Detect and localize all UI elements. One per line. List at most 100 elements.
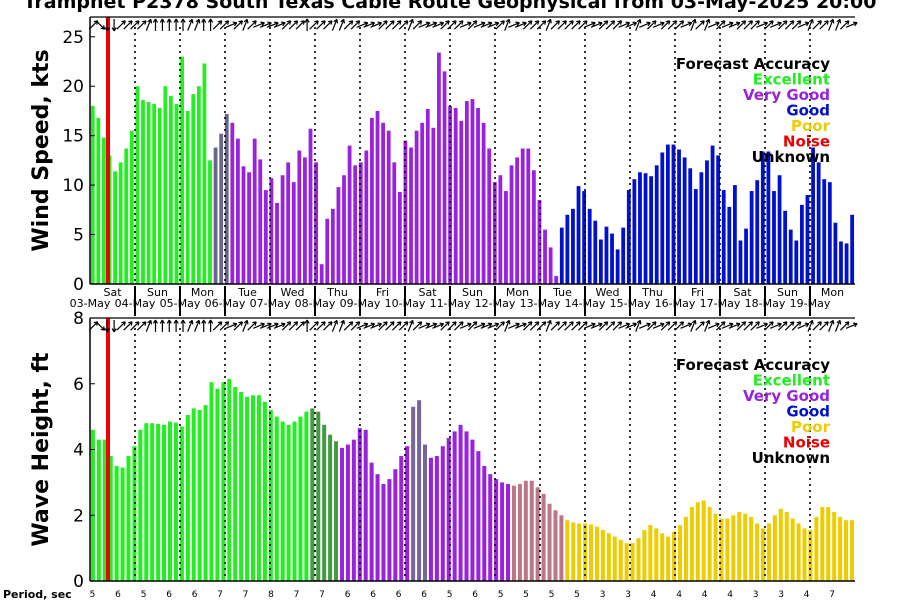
period-value: 3	[753, 590, 759, 600]
direction-arrow	[750, 321, 760, 331]
direction-arrow-head	[808, 319, 814, 325]
bar	[766, 151, 771, 284]
period-value: 4	[804, 590, 810, 600]
bar	[606, 533, 611, 581]
bar	[286, 162, 291, 284]
bar	[138, 429, 143, 581]
direction-arrow-head	[687, 21, 693, 27]
direction-arrow	[504, 19, 510, 31]
bar	[370, 117, 374, 285]
bar	[548, 247, 553, 284]
bar	[582, 191, 587, 284]
direction-arrow-head	[741, 20, 747, 25]
bar	[749, 191, 754, 284]
bar	[431, 127, 436, 284]
direction-arrow	[281, 321, 292, 331]
direction-arrow-head	[646, 21, 651, 27]
direction-arrow-head	[817, 20, 822, 25]
day-name: Thu	[326, 286, 348, 299]
bar	[251, 395, 256, 581]
bar	[342, 175, 346, 284]
bar	[363, 429, 368, 581]
direction-arrow-head	[188, 18, 194, 24]
direction-arrow-head	[432, 322, 438, 328]
bar	[571, 522, 576, 581]
bar	[529, 480, 534, 581]
bar	[766, 523, 771, 581]
day-name: Thu	[641, 286, 663, 299]
direction-arrow	[646, 321, 657, 331]
direction-arrow-head	[445, 20, 450, 25]
direction-arrow	[459, 323, 472, 329]
direction-arrow	[350, 321, 361, 331]
direction-arrow	[145, 320, 152, 332]
bar	[185, 414, 190, 581]
bar	[660, 152, 665, 284]
direction-arrow-head	[417, 20, 423, 25]
bar	[269, 178, 274, 284]
day-name: Wed	[281, 286, 305, 299]
bar	[727, 206, 732, 284]
direction-arrow	[660, 321, 671, 331]
direction-arrow-head	[796, 321, 802, 326]
direction-arrow	[316, 321, 326, 331]
direction-arrow-head	[304, 319, 310, 324]
day-name: Fri	[376, 286, 389, 299]
y-tick-label: 25	[62, 28, 84, 48]
bar	[375, 474, 380, 581]
y-tick-label: 15	[62, 127, 84, 147]
direction-arrow	[247, 321, 257, 331]
direction-arrow-head	[829, 18, 835, 24]
bar	[802, 528, 807, 581]
bar	[554, 276, 559, 284]
legend-item: Good	[786, 403, 830, 421]
direction-arrow	[391, 20, 402, 30]
direction-arrow-head	[824, 321, 829, 326]
direction-arrow-head	[700, 20, 705, 25]
direction-arrow	[667, 321, 678, 331]
direction-arrow	[88, 321, 99, 331]
bar	[783, 210, 788, 284]
direction-arrow-head	[472, 20, 478, 25]
bar	[732, 185, 737, 284]
bar	[593, 220, 598, 284]
direction-arrow	[391, 321, 402, 331]
direction-arrow-head	[252, 20, 257, 25]
direction-arrow	[309, 20, 319, 30]
direction-arrow-head	[304, 18, 310, 23]
direction-arrow-head	[111, 27, 117, 32]
bar	[649, 176, 654, 284]
bar	[520, 148, 525, 284]
direction-arrow	[259, 22, 272, 28]
direction-arrow	[412, 20, 423, 30]
direction-arrow	[578, 20, 588, 30]
direction-arrow	[756, 22, 768, 28]
bar	[303, 157, 307, 284]
direction-arrow-head	[403, 321, 409, 326]
direction-arrow-head	[515, 322, 520, 328]
direction-arrow	[356, 22, 369, 28]
direction-arrow	[660, 20, 671, 30]
bar	[420, 122, 425, 284]
direction-arrow-head	[390, 20, 395, 25]
direction-arrow	[769, 22, 782, 28]
bar	[796, 523, 801, 581]
direction-arrow-head	[763, 21, 768, 27]
direction-arrow-head	[147, 319, 153, 325]
direction-arrow-head	[679, 20, 685, 25]
direction-arrow-head	[598, 322, 603, 328]
direction-arrow-head	[665, 321, 671, 326]
direction-arrow-head	[267, 21, 272, 27]
bar	[624, 543, 629, 581]
direction-arrow-head	[152, 18, 159, 23]
bar	[381, 484, 386, 581]
y-axis-label: Wind Speed, kts	[29, 49, 54, 251]
bar	[693, 189, 698, 284]
direction-arrow-head	[252, 321, 257, 326]
direction-arrow-head	[472, 321, 478, 326]
bar	[262, 401, 267, 581]
direction-arrow-head	[777, 21, 782, 27]
direction-arrow-head	[396, 20, 402, 25]
bar	[428, 457, 433, 581]
direction-arrow	[398, 20, 409, 30]
